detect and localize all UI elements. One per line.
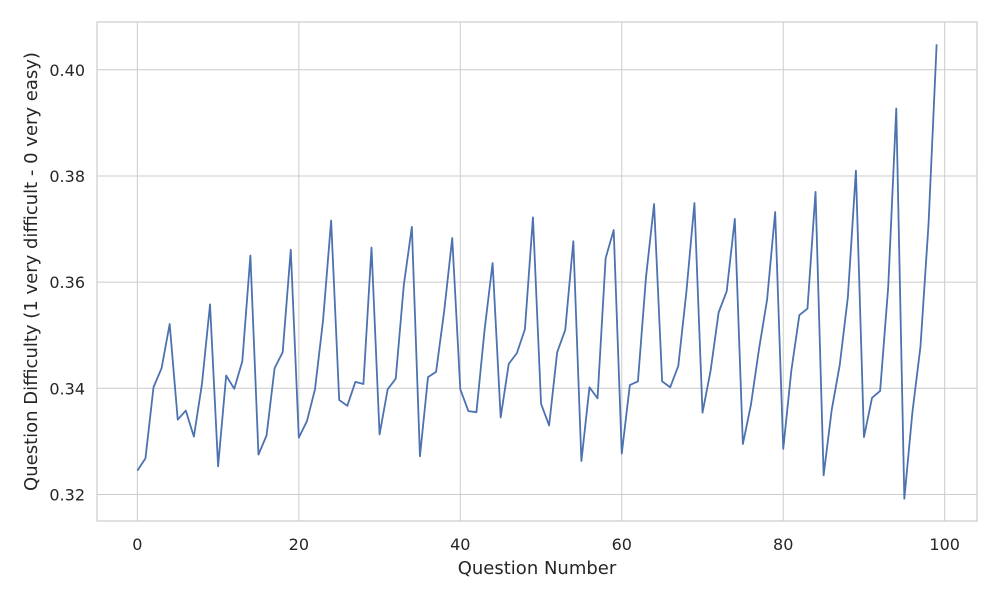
y-tick-label: 0.40: [49, 61, 85, 80]
series-layer: [136, 44, 938, 500]
y-tick-label: 0.32: [49, 485, 85, 504]
x-tick-label: 0: [132, 535, 142, 554]
x-tick-labels: 0 20 40 60 80 100: [132, 535, 960, 554]
x-tick-label: 40: [450, 535, 470, 554]
y-gridlines: [97, 69, 977, 495]
series-line: [136, 44, 938, 500]
x-tick-label: 80: [773, 535, 793, 554]
x-axis-label: Question Number: [458, 558, 617, 579]
x-tick-label: 20: [289, 535, 309, 554]
y-tick-label: 0.34: [49, 379, 85, 398]
y-axis-label: Question Difficulty (1 very difficult - …: [21, 52, 42, 491]
y-tick-label: 0.36: [49, 273, 85, 292]
y-tick-label: 0.38: [49, 167, 85, 186]
y-tick-labels: 0.32 0.34 0.36 0.38 0.40: [49, 61, 85, 505]
x-tick-label: 60: [612, 535, 632, 554]
plot-frame: [96, 21, 978, 522]
x-gridlines: [136, 22, 946, 521]
x-tick-label: 100: [929, 535, 960, 554]
